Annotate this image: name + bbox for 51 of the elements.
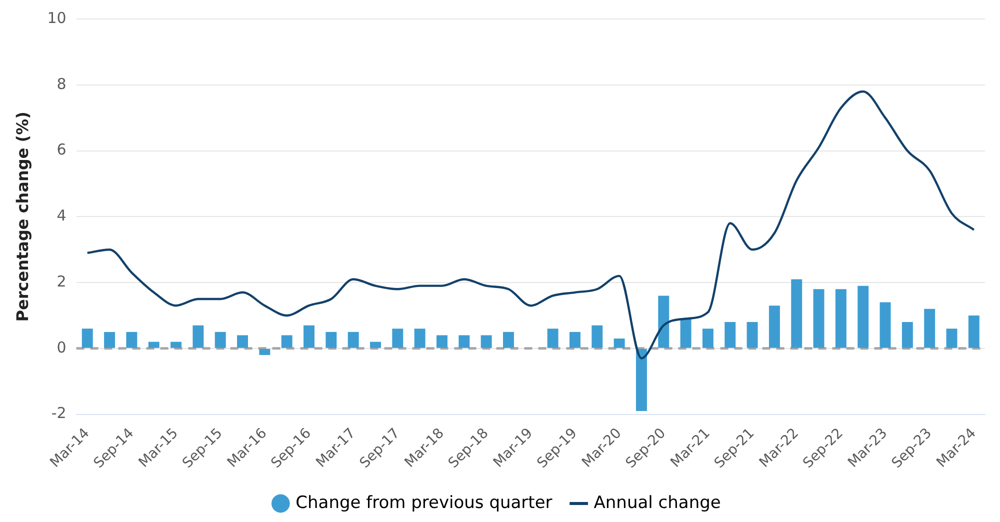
bar (480, 335, 492, 348)
line-series (86, 90, 976, 360)
bar (281, 335, 292, 348)
bar (791, 279, 802, 348)
bar (502, 332, 514, 348)
y-tick-label: -2 (51, 404, 66, 422)
bar (946, 328, 958, 348)
bar (902, 322, 913, 348)
bar (237, 335, 248, 348)
bar (968, 315, 980, 348)
bar (326, 332, 337, 348)
bar (768, 306, 780, 348)
y-tick-label: 2 (56, 272, 66, 290)
bar (214, 332, 226, 348)
bar (547, 328, 558, 348)
bar (170, 342, 182, 348)
y-axis-title: Percentage change (%) (12, 112, 32, 322)
bar (436, 335, 448, 348)
bar (924, 308, 936, 348)
bar (858, 286, 869, 348)
bar (259, 348, 270, 355)
bar (880, 302, 891, 348)
y-tick-label: 6 (56, 140, 66, 159)
legend-label: Annual change (594, 492, 721, 513)
bar (680, 318, 692, 348)
bar (148, 342, 160, 348)
bar (724, 322, 736, 348)
bar (82, 328, 93, 348)
bar (414, 328, 426, 348)
bar (835, 289, 846, 348)
y-tick-label: 0 (56, 338, 66, 356)
bar (348, 332, 359, 348)
bar (569, 332, 580, 348)
bar (192, 325, 204, 348)
bar (370, 342, 381, 348)
bar (746, 322, 758, 348)
bar (636, 348, 647, 411)
bar (104, 332, 116, 348)
bar (592, 325, 603, 348)
y-tick-label: 4 (56, 206, 66, 225)
bar (126, 332, 138, 348)
y-tick-label: 8 (56, 74, 66, 93)
bar (658, 296, 670, 348)
legend-label: Change from previous quarter (296, 492, 552, 513)
bar (458, 335, 470, 348)
y-tick-label: 10 (47, 8, 66, 27)
bar (304, 325, 314, 348)
bar (392, 328, 404, 348)
bar (813, 289, 824, 348)
bar (702, 328, 714, 348)
bar (614, 338, 625, 348)
